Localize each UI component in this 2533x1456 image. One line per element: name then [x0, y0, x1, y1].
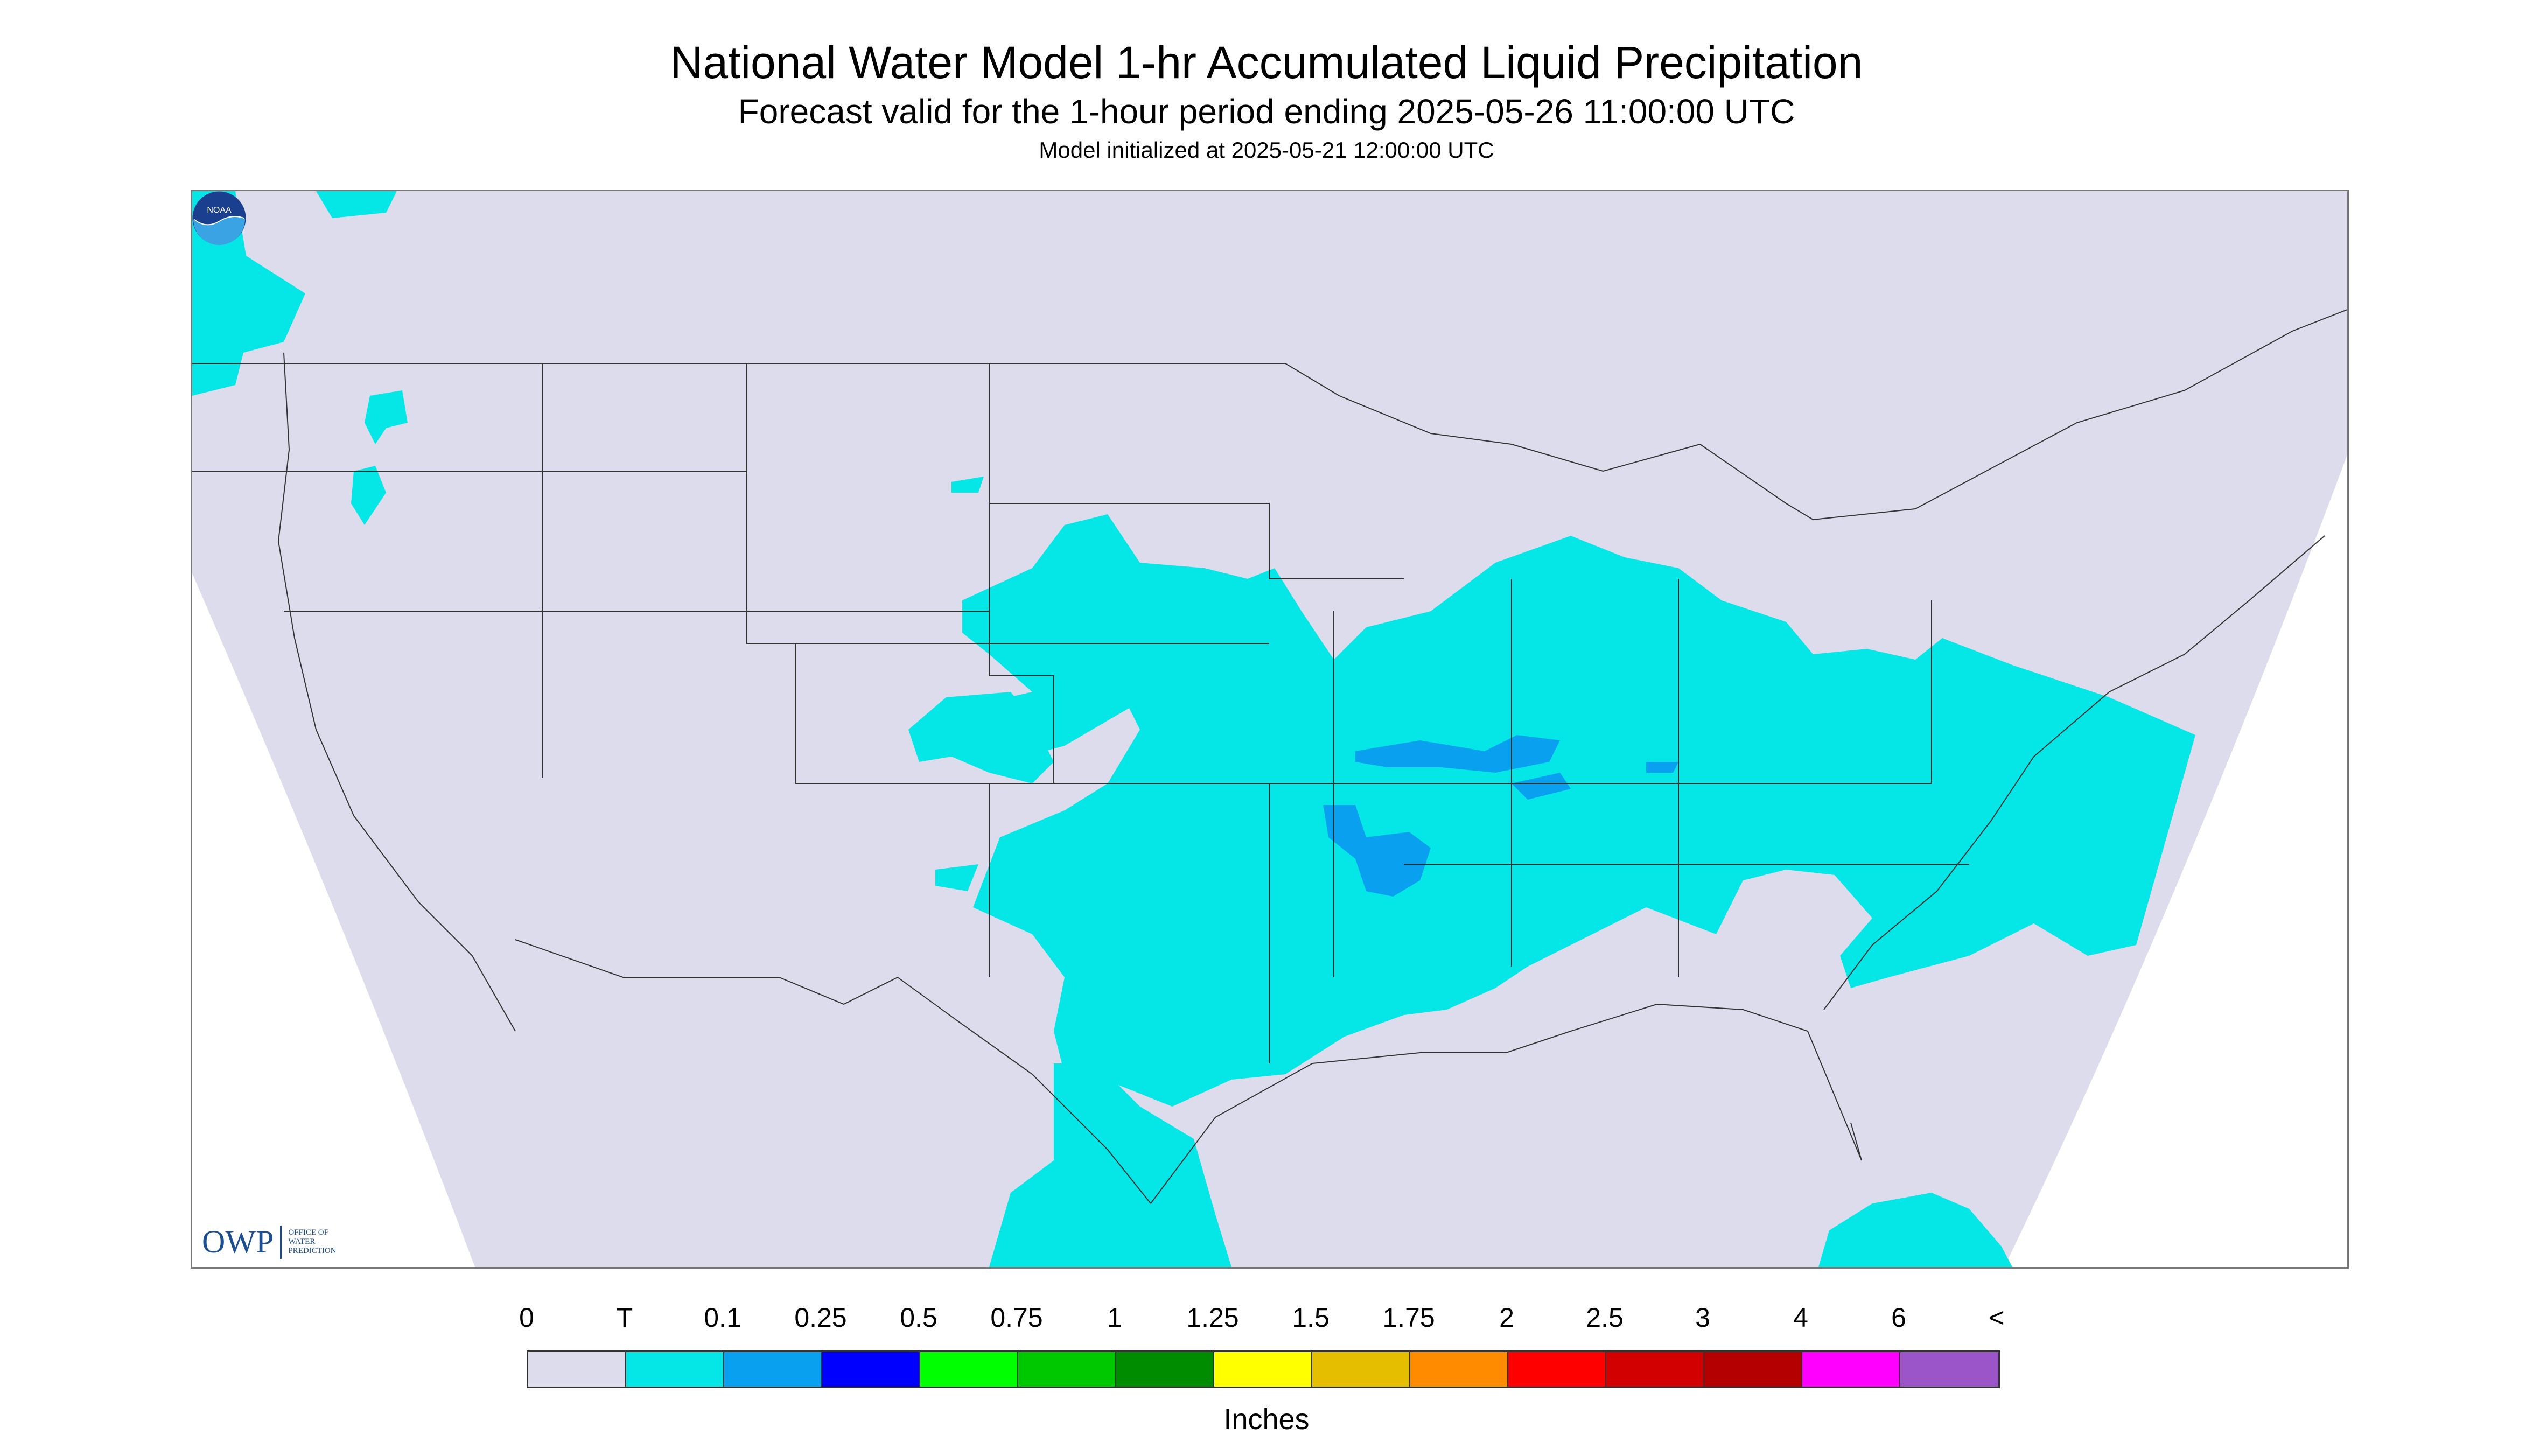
precip-carribean [1818, 1193, 2012, 1267]
legend-swatch [626, 1352, 724, 1387]
precip-dakotas [951, 477, 984, 493]
noaa-logo-text: NOAA [207, 206, 232, 215]
precip-heavy-missouri [1355, 735, 1560, 773]
map-graphic [192, 191, 2347, 1267]
precip-olympic-spot [316, 191, 397, 218]
state-line-3 [989, 363, 1054, 783]
legend-swatch [1508, 1352, 1606, 1387]
precip-central-main [962, 514, 2195, 1107]
owp-office-text: OFFICE OF WATER PREDICTION [288, 1228, 337, 1255]
political-borders [192, 309, 2347, 1204]
legend-tick-label: 3 [1695, 1303, 1710, 1333]
model-init-text: Model initialized at 2025-05-21 12:00:00… [1039, 137, 1494, 163]
legend-swatch [1018, 1352, 1116, 1387]
west-coast [277, 352, 516, 1032]
legend-swatch [1704, 1352, 1802, 1387]
legend-swatch [1900, 1352, 1998, 1387]
legend-colorbar [527, 1350, 2000, 1388]
east-coast [1823, 535, 2325, 1010]
legend-tick-label: 0.1 [704, 1303, 741, 1333]
legend-tick-label: 2.5 [1586, 1303, 1624, 1333]
precip-heavy-kentucky [1512, 773, 1571, 800]
precip-heavy-arkansas [1323, 805, 1431, 897]
legend-tick-label: T [616, 1303, 633, 1333]
legend-tick-label: 0.25 [794, 1303, 847, 1333]
legend-swatch [1116, 1352, 1214, 1387]
legend-tick-label: 1 [1107, 1303, 1122, 1333]
projection-edge-right [2004, 455, 2347, 1267]
precip-trace-areas [192, 191, 2195, 1267]
canada-border [192, 309, 2347, 521]
state-line-8 [989, 503, 1404, 579]
legend-tick-label: 0.5 [900, 1303, 937, 1333]
owp-logo: OWP OFFICE OF WATER PREDICTION [202, 1223, 358, 1261]
legend-swatch [1606, 1352, 1704, 1387]
legend-tick-label: 2 [1499, 1303, 1514, 1333]
owp-mark: OWP [202, 1224, 274, 1259]
legend-tick-label: 1.25 [1186, 1303, 1239, 1333]
precip-cascades [365, 390, 408, 444]
state-line-2 [746, 363, 796, 783]
noaa-logo-icon: NOAA [192, 191, 246, 245]
precip-colorado [908, 692, 1054, 783]
precipitation-map: OWP OFFICE OF WATER PREDICTION NOAA [191, 190, 2349, 1269]
legend-swatch [1312, 1352, 1410, 1387]
map-title: National Water Model 1-hr Accumulated Li… [670, 37, 1863, 88]
legend-swatch [1214, 1352, 1312, 1387]
legend-swatch [822, 1352, 920, 1387]
legend-swatch [920, 1352, 1018, 1387]
legend-tick-label: 6 [1891, 1303, 1906, 1333]
gulf-coast [1150, 1003, 1862, 1204]
precip-heavy-tn [1646, 762, 1678, 773]
legend-tick-label: 0 [519, 1303, 534, 1333]
legend-units: Inches [1223, 1403, 1310, 1436]
legend-swatch [724, 1352, 822, 1387]
precip-south-texas [989, 1063, 1231, 1267]
precip-heavy-areas [1323, 735, 1678, 897]
legend-tick-label: 1.5 [1292, 1303, 1330, 1333]
legend-tick-labels: 0 T 0.1 0.25 0.5 0.75 1 1.25 1.5 1.75 2 2.5 3 4 6 < [0, 1302, 2533, 1340]
owp-divider [280, 1225, 282, 1259]
legend-tick-label: 0.75 [990, 1303, 1043, 1333]
mexico-border [515, 939, 1151, 1204]
legend-swatch [1410, 1352, 1508, 1387]
map-subtitle: Forecast valid for the 1-hour period end… [738, 92, 1795, 131]
precip-nebraska-spots [935, 864, 978, 891]
precip-cascades-south [351, 466, 386, 525]
legend-tick-label: < [1989, 1303, 2005, 1333]
legend-swatch [528, 1352, 626, 1387]
projection-edge-left [192, 573, 475, 1267]
legend-swatch [1802, 1352, 1900, 1387]
legend-tick-label: 4 [1793, 1303, 1808, 1333]
legend-tick-label: 1.75 [1382, 1303, 1435, 1333]
